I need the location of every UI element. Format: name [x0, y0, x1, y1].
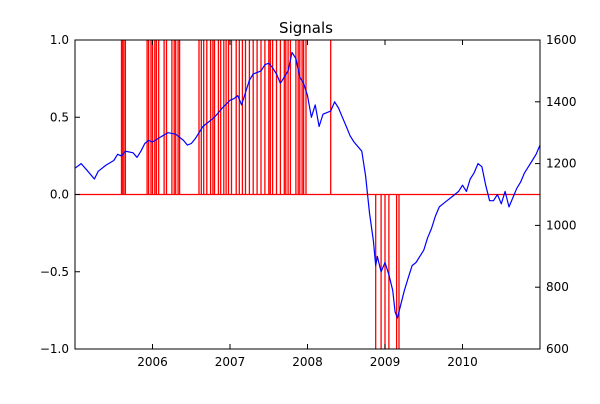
y-right-tick-label: 600	[546, 342, 569, 356]
plot-layer	[75, 40, 540, 349]
axis-layer: 2006 2007 2008 2009 2010 1.0 0.5 0.0 −0.5 −1.0 160…	[40, 33, 577, 369]
x-tick-label: 2006	[137, 355, 168, 369]
y-right-tick-label: 1200	[546, 157, 577, 171]
y-left-tick-label: −0.5	[40, 265, 69, 279]
y-left-tick-label: −1.0	[40, 342, 69, 356]
y-left-tick-label: 1.0	[50, 33, 69, 47]
price-series-line	[75, 52, 540, 318]
x-tick-label: 2010	[447, 355, 478, 369]
chart-title: Signals	[279, 19, 333, 37]
y-right-tick-label: 1000	[546, 218, 577, 232]
y-left-tick-label: 0.5	[50, 110, 69, 124]
y-right-tick-label: 800	[546, 280, 569, 294]
x-tick-label: 2007	[215, 355, 246, 369]
x-tick-label: 2008	[292, 355, 323, 369]
y-right-tick-label: 1400	[546, 95, 577, 109]
x-tick-label: 2009	[370, 355, 401, 369]
y-right-tick-label: 1600	[546, 33, 577, 47]
y-left-tick-label: 0.0	[50, 188, 69, 202]
